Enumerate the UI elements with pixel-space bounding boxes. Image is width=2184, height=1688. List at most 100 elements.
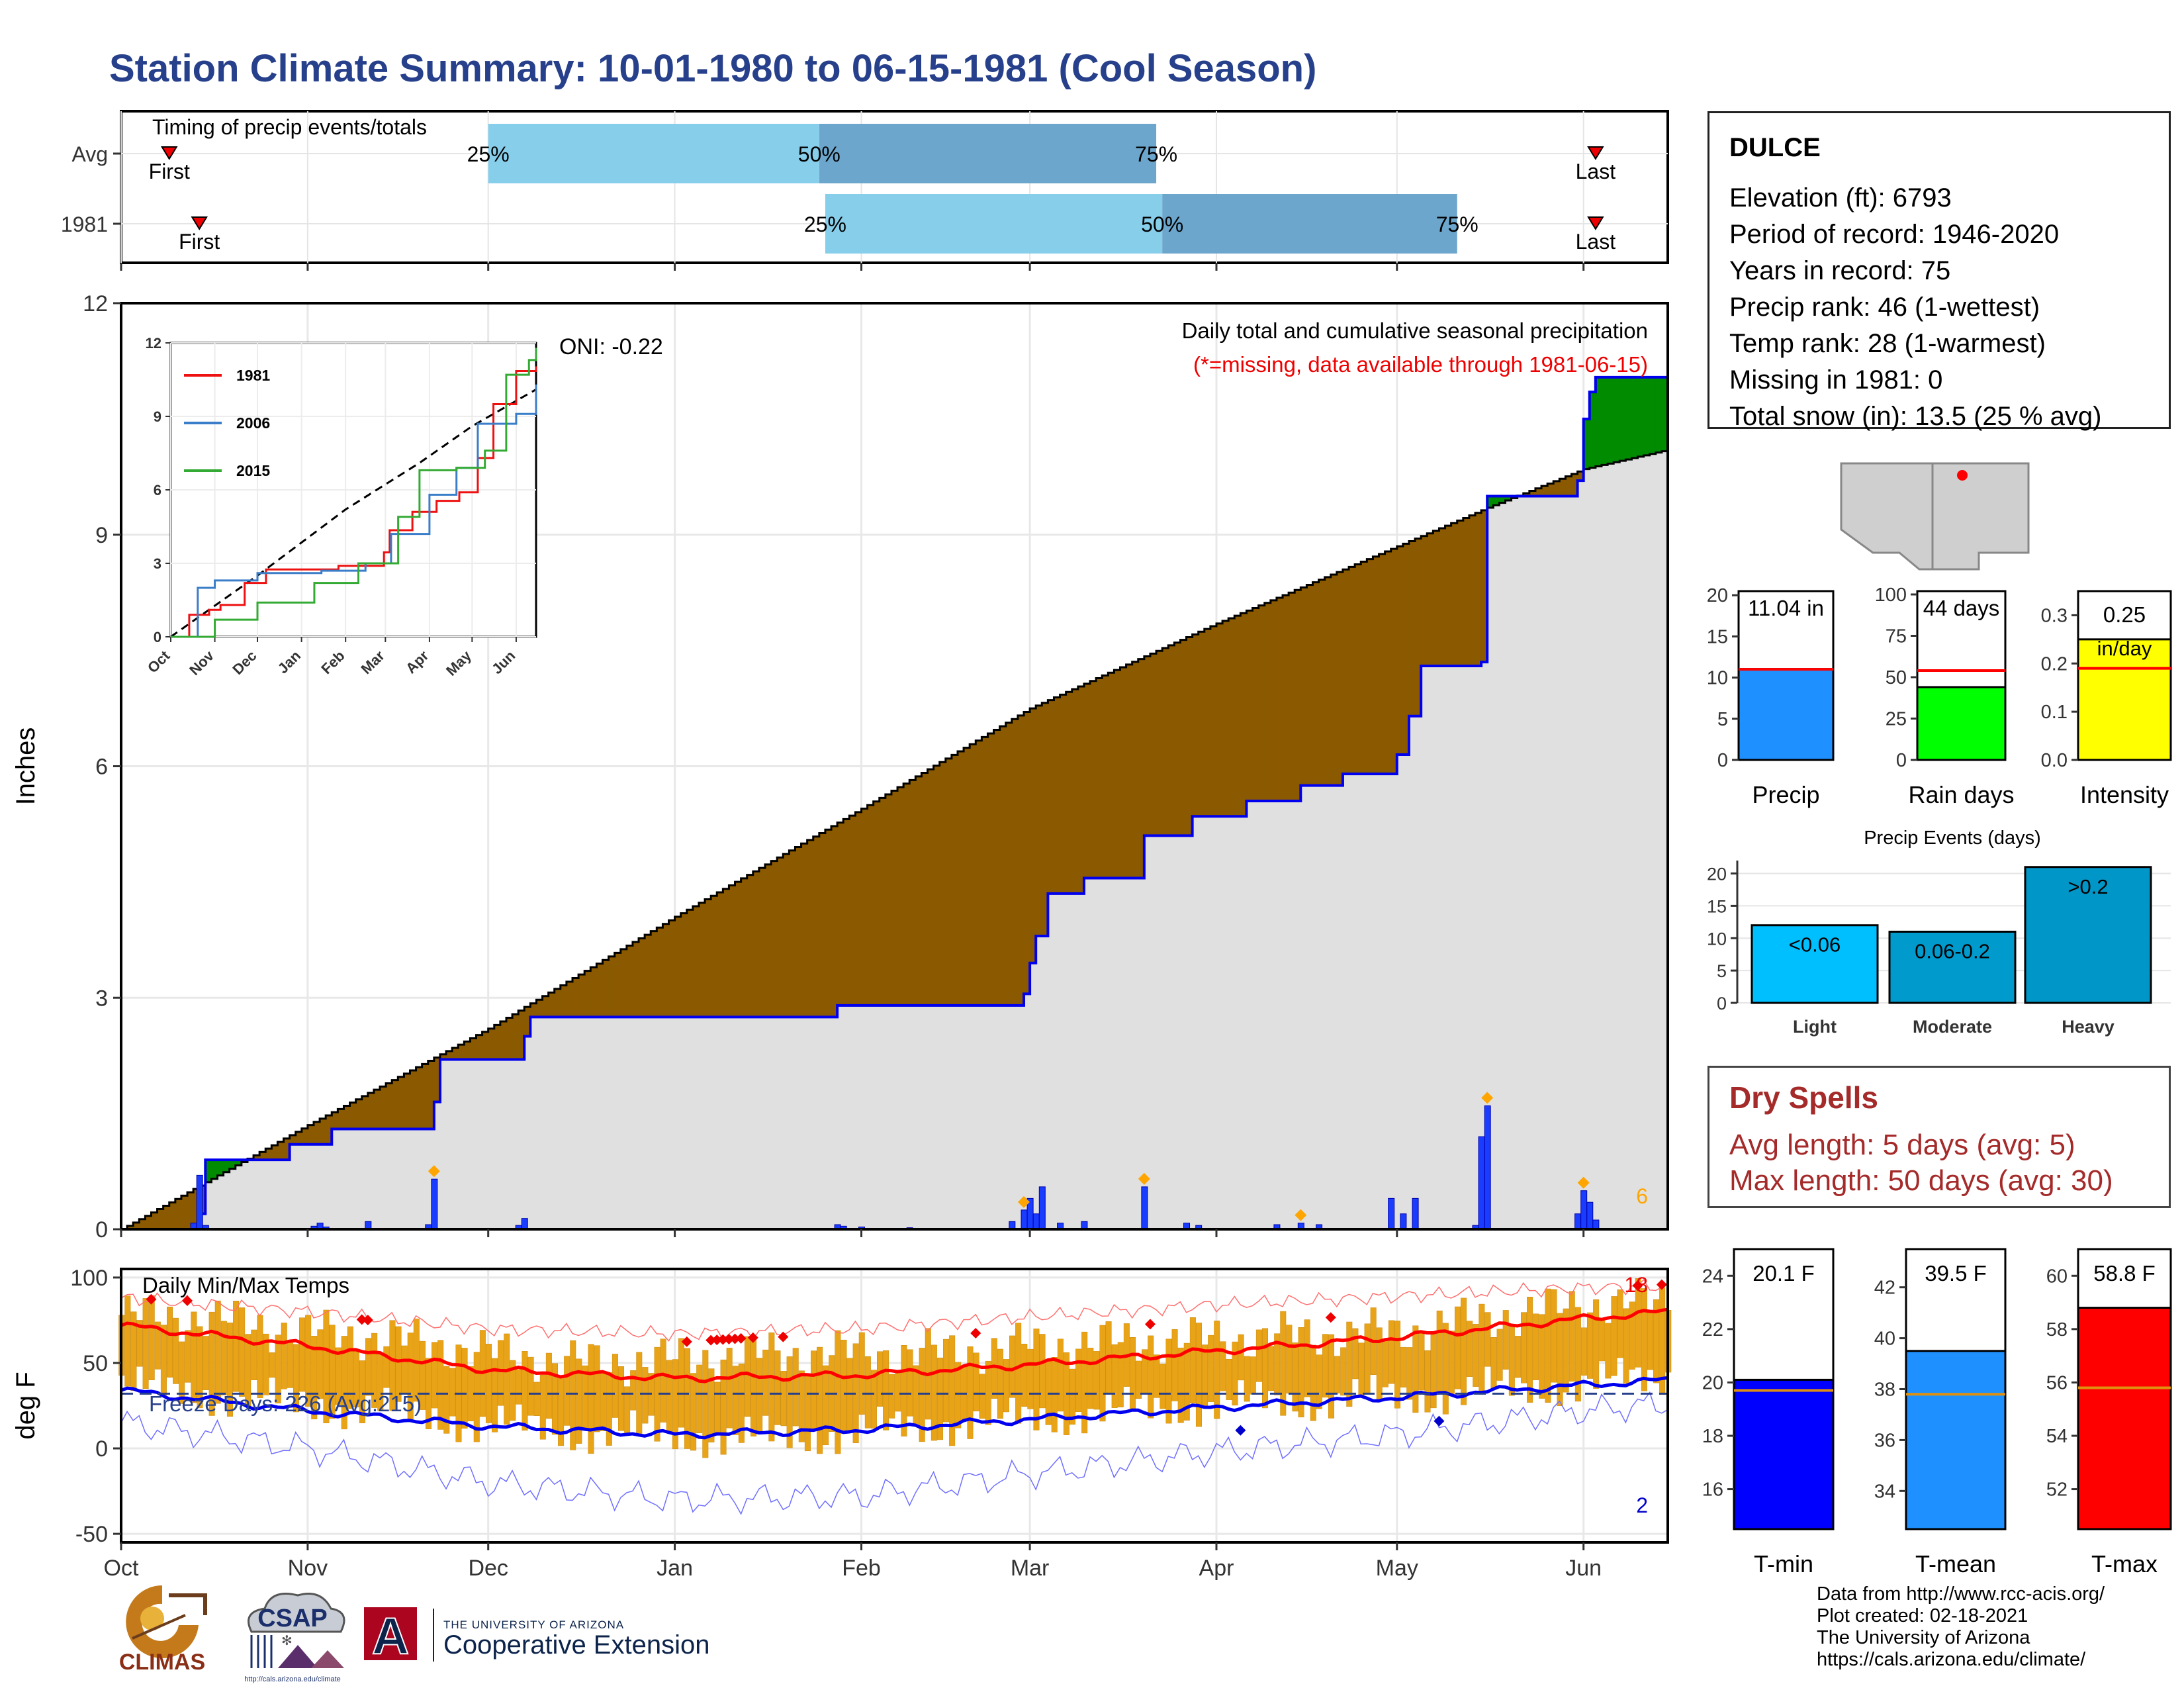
precip-deficit-area bbox=[332, 1112, 338, 1129]
csap-logo: CSAP ✻ http://cals.arizona.edu/climate bbox=[232, 1585, 354, 1685]
temp-daily-bar bbox=[817, 1346, 823, 1454]
summary-intensity-y-tick-label: 0.1 bbox=[2041, 702, 2068, 723]
timing-label-q25: 25% bbox=[804, 212, 846, 236]
tsummary-t-min-category-label: T-min bbox=[1754, 1550, 1813, 1577]
summary-precip-y-tick-label: 5 bbox=[1717, 709, 1728, 730]
tsummary-t-min-value-label: 20.1 F bbox=[1752, 1261, 1815, 1286]
timing-row-label: 1981 bbox=[61, 212, 108, 236]
temp-daily-bar bbox=[473, 1352, 480, 1442]
temp-daily-bar bbox=[510, 1360, 516, 1421]
events-y-tick-label: 5 bbox=[1717, 961, 1727, 981]
precip-deficit-area bbox=[1355, 564, 1361, 774]
timing-bar-q25-q50 bbox=[488, 124, 819, 183]
precip-daily-bar bbox=[1580, 1190, 1588, 1230]
precip-deficit-area bbox=[554, 988, 561, 1017]
temp-daily-bar bbox=[257, 1315, 263, 1399]
temp-record-high-marker bbox=[146, 1293, 157, 1305]
precip-deficit-area bbox=[1246, 610, 1253, 801]
precip-deficit-area bbox=[657, 927, 664, 1017]
precip-deficit-area bbox=[1036, 705, 1042, 936]
precip-deficit-area bbox=[1162, 648, 1169, 836]
precip-deficit-area bbox=[1379, 553, 1386, 774]
credits: Data from http://www.rcc-acis.org/ Plot … bbox=[1817, 1583, 2105, 1671]
precip-deficit-area bbox=[686, 910, 694, 1017]
precip-deficit-area bbox=[596, 963, 604, 1017]
temp-daily-bar bbox=[1274, 1333, 1281, 1395]
temp-daily-bar bbox=[1280, 1311, 1287, 1416]
precip-deficit-area bbox=[1385, 551, 1392, 774]
precip-surplus-area bbox=[1625, 377, 1633, 460]
events-y-tick-label: 20 bbox=[1707, 865, 1727, 884]
precip-surplus-area bbox=[205, 1160, 212, 1182]
temp-record-high-marker bbox=[735, 1333, 747, 1344]
precip-deficit-area bbox=[1390, 549, 1398, 774]
temp-daily-bar bbox=[226, 1322, 233, 1417]
temperature-summary-bars: 16 18 20 22 24 20.1 F T-min 34 36 38 40 42 39.5 F T-m… bbox=[1702, 1248, 2172, 1577]
temp-daily-bar bbox=[1653, 1299, 1660, 1383]
precip-deficit-area bbox=[1559, 479, 1567, 496]
temp-daily-bar bbox=[1304, 1319, 1310, 1397]
precip-deficit-area bbox=[482, 1031, 489, 1060]
csap-url: http://cals.arizona.edu/climate bbox=[244, 1675, 341, 1683]
precip-deficit-area bbox=[584, 970, 591, 1017]
precip-daily-bar bbox=[1400, 1213, 1407, 1230]
precip-deficit-area bbox=[849, 816, 856, 1006]
tsummary-t-mean-category-label: T-mean bbox=[1915, 1550, 1996, 1577]
ua-block-a: A bbox=[372, 1607, 409, 1665]
temp-frame bbox=[120, 1268, 1669, 1544]
precip-deficit-area bbox=[343, 1105, 351, 1129]
station-missing: Missing in 1981: 0 bbox=[1729, 365, 1943, 395]
precip-deficit-area bbox=[831, 825, 838, 1017]
temp-daily-bar bbox=[1292, 1342, 1298, 1412]
timing-label-last: Last bbox=[1576, 230, 1616, 254]
precip-deficit-area bbox=[668, 920, 676, 1017]
temp-daily-bar bbox=[317, 1329, 324, 1399]
temp-daily-bar bbox=[1569, 1291, 1575, 1382]
precip-deficit-area bbox=[843, 819, 850, 1006]
precip-surplus-area bbox=[1493, 496, 1500, 506]
inset-series-line-2015 bbox=[171, 348, 537, 638]
precip-deficit-area bbox=[133, 1222, 140, 1229]
temp-daily-bar bbox=[630, 1370, 637, 1411]
precip-deficit-area bbox=[265, 1149, 272, 1160]
precip-deficit-area bbox=[1060, 694, 1067, 894]
temp-daily-bar bbox=[726, 1348, 733, 1429]
temp-daily-bar bbox=[1496, 1329, 1503, 1381]
precip-daily-bar bbox=[1484, 1105, 1491, 1230]
temp-daily-bar bbox=[299, 1317, 306, 1392]
tsummary-t-max-y-tick-label: 54 bbox=[2046, 1426, 2068, 1447]
temp-daily-bar bbox=[485, 1344, 492, 1423]
precip-deficit-area bbox=[620, 949, 627, 1017]
precip-deficit-area bbox=[771, 861, 778, 1017]
temp-daily-bar bbox=[1111, 1344, 1118, 1408]
precip-deficit-area bbox=[939, 762, 946, 1006]
temp-daily-bar bbox=[347, 1326, 353, 1409]
temp-x-tick-label: Jan bbox=[657, 1556, 693, 1581]
precip-deficit-area bbox=[1330, 574, 1338, 786]
temp-daily-bar bbox=[991, 1338, 997, 1399]
precip-surplus-area bbox=[1631, 377, 1639, 458]
temp-daily-bar bbox=[1021, 1343, 1028, 1407]
precip-deficit-area bbox=[1192, 634, 1199, 817]
temp-daily-bar bbox=[588, 1344, 594, 1454]
temp-daily-bar bbox=[714, 1382, 721, 1436]
temp-daily-bar bbox=[919, 1348, 925, 1442]
temp-daily-bar bbox=[1467, 1321, 1473, 1377]
precip-daily-bar bbox=[521, 1218, 528, 1230]
precip-deficit-area bbox=[1204, 629, 1211, 817]
precip-deficit-area bbox=[1571, 473, 1578, 496]
temp-daily-bar bbox=[1220, 1341, 1226, 1391]
precip-deficit-area bbox=[1553, 481, 1560, 496]
csap-wordmark: CSAP bbox=[257, 1605, 328, 1632]
precip-deficit-area bbox=[452, 1048, 459, 1060]
temp-daily-bar bbox=[1617, 1289, 1623, 1358]
temp-y-tick-label: -50 bbox=[75, 1522, 108, 1547]
precip-deficit-area bbox=[590, 967, 597, 1017]
precip-deficit-area bbox=[259, 1152, 266, 1160]
precip-surplus-area bbox=[1637, 377, 1645, 457]
temp-daily-bar bbox=[732, 1366, 739, 1435]
temp-daily-bar bbox=[1087, 1348, 1094, 1409]
timing-label-q75: 75% bbox=[1436, 212, 1479, 236]
temp-daily-bar bbox=[720, 1359, 727, 1455]
precip-surplus-area bbox=[211, 1160, 218, 1179]
